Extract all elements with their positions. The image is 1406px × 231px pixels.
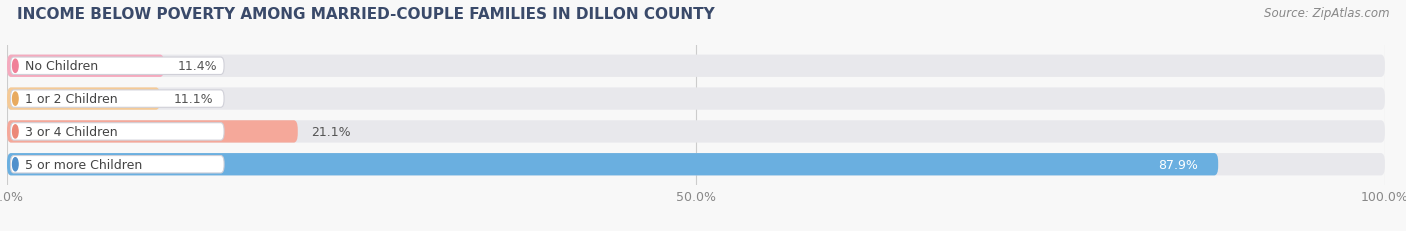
Circle shape bbox=[13, 158, 18, 171]
FancyBboxPatch shape bbox=[7, 121, 298, 143]
FancyBboxPatch shape bbox=[7, 121, 1385, 143]
Circle shape bbox=[13, 125, 18, 138]
FancyBboxPatch shape bbox=[7, 153, 1385, 176]
Text: 11.4%: 11.4% bbox=[179, 60, 218, 73]
Text: 87.9%: 87.9% bbox=[1157, 158, 1198, 171]
Text: 21.1%: 21.1% bbox=[312, 125, 352, 138]
Circle shape bbox=[13, 93, 18, 106]
FancyBboxPatch shape bbox=[7, 88, 160, 110]
FancyBboxPatch shape bbox=[10, 58, 224, 75]
FancyBboxPatch shape bbox=[10, 91, 224, 108]
Text: Source: ZipAtlas.com: Source: ZipAtlas.com bbox=[1264, 7, 1389, 20]
Text: 1 or 2 Children: 1 or 2 Children bbox=[25, 93, 118, 106]
Circle shape bbox=[13, 60, 18, 73]
FancyBboxPatch shape bbox=[10, 156, 224, 173]
Text: 3 or 4 Children: 3 or 4 Children bbox=[25, 125, 118, 138]
Text: No Children: No Children bbox=[25, 60, 98, 73]
FancyBboxPatch shape bbox=[7, 88, 1385, 110]
FancyBboxPatch shape bbox=[7, 55, 1385, 78]
FancyBboxPatch shape bbox=[7, 55, 165, 78]
FancyBboxPatch shape bbox=[10, 123, 224, 140]
FancyBboxPatch shape bbox=[7, 153, 1218, 176]
Text: 5 or more Children: 5 or more Children bbox=[25, 158, 142, 171]
Text: INCOME BELOW POVERTY AMONG MARRIED-COUPLE FAMILIES IN DILLON COUNTY: INCOME BELOW POVERTY AMONG MARRIED-COUPL… bbox=[17, 7, 714, 22]
Text: 11.1%: 11.1% bbox=[174, 93, 214, 106]
